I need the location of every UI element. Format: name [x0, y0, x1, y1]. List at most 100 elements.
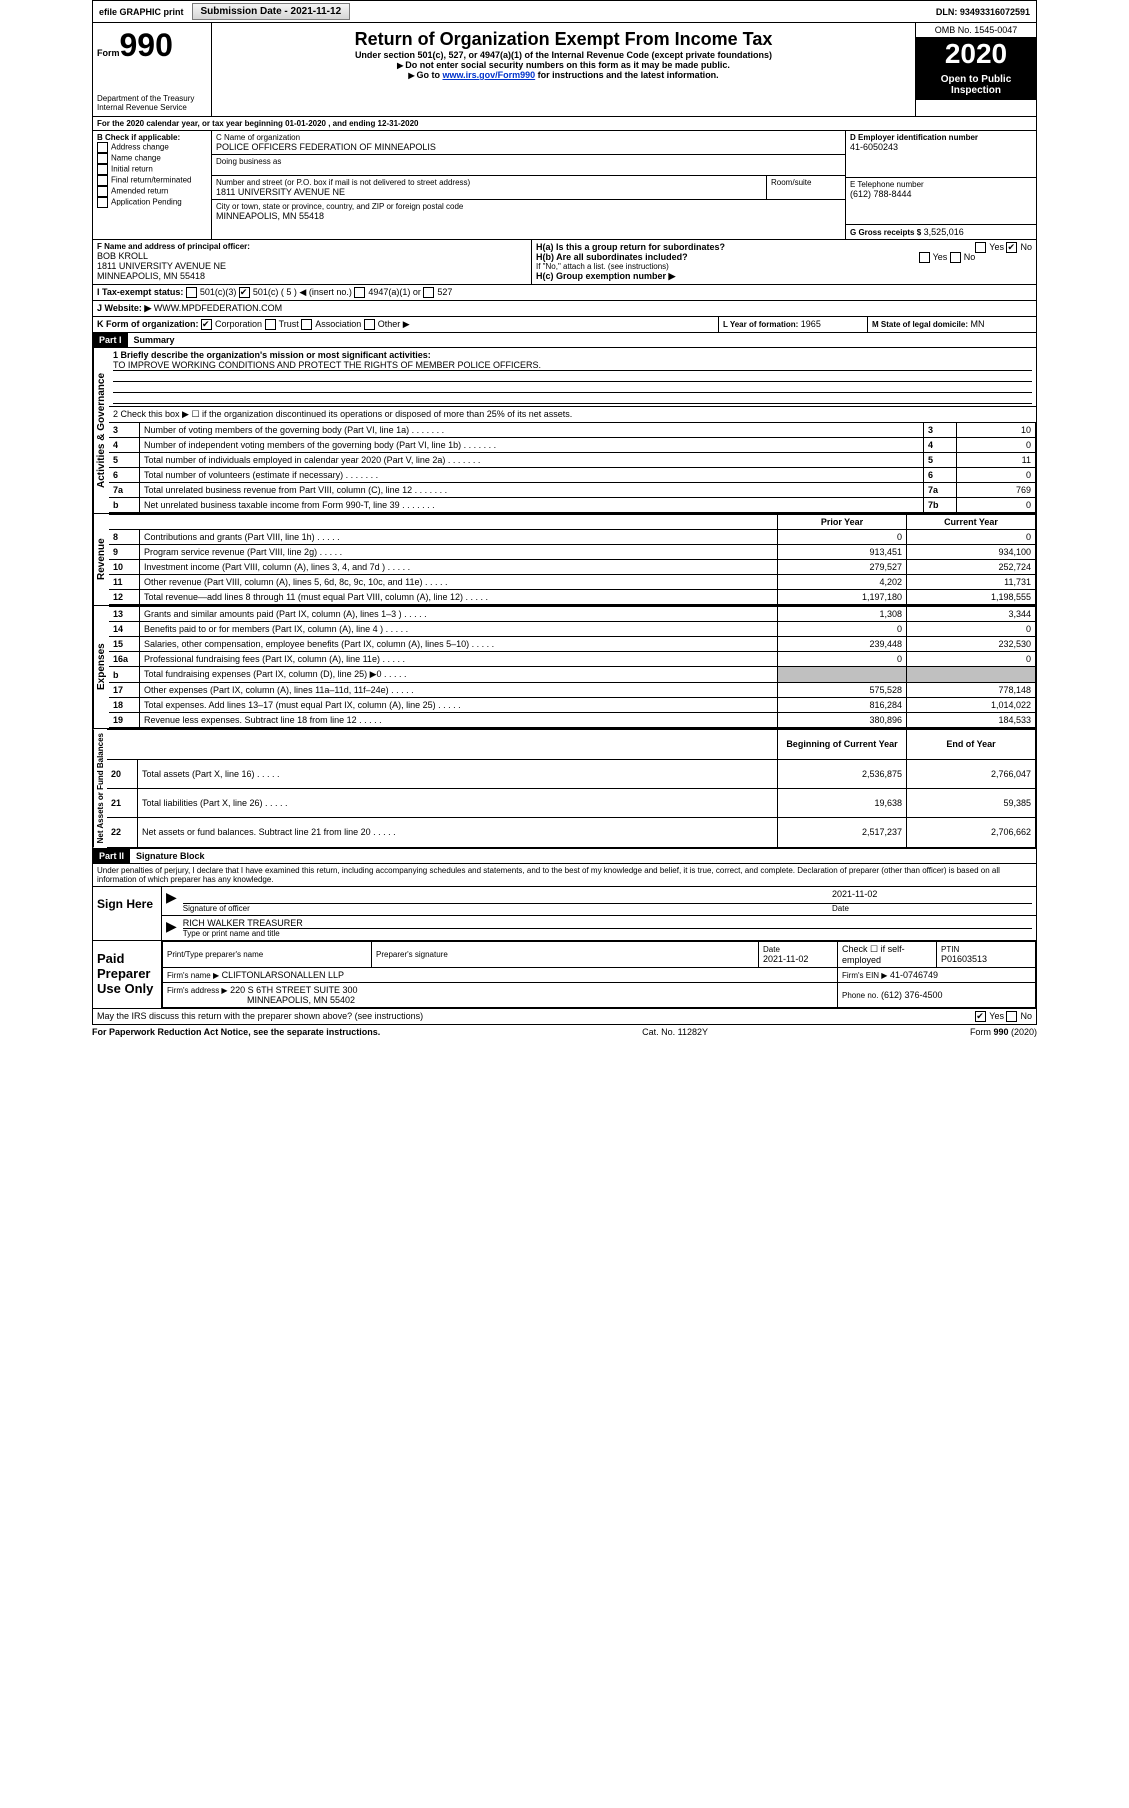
phone-value: (612) 788-8444	[850, 189, 1032, 199]
assoc-checkbox[interactable]	[301, 319, 312, 330]
gross-value: 3,525,016	[924, 227, 964, 237]
part1-header: Part I	[93, 333, 128, 347]
h-b-label: H(b) Are all subordinates included?	[536, 252, 688, 262]
ein-value: 41-6050243	[850, 142, 1032, 152]
submission-date-button[interactable]: Submission Date - 2021-11-12	[192, 3, 351, 20]
vlabel-expenses: Expenses	[93, 606, 109, 728]
part1-title: Summary	[128, 333, 181, 347]
perjury-text: Under penalties of perjury, I declare th…	[92, 864, 1037, 887]
firm-name-label: Firm's name ▶	[167, 971, 219, 980]
box-b-checkbox[interactable]	[97, 175, 108, 186]
label-org-name: C Name of organization	[216, 133, 841, 142]
label-domicile: M State of legal domicile:	[872, 320, 968, 329]
label-officer: F Name and address of principal officer:	[97, 242, 527, 251]
line1-label: 1 Briefly describe the organization's mi…	[113, 350, 1032, 360]
sign-here-label: Sign Here	[93, 887, 162, 940]
discuss-no-checkbox[interactable]	[1006, 1011, 1017, 1022]
sig-date: 2021-11-02	[832, 889, 1032, 904]
year-formation: 1965	[801, 319, 821, 329]
501c3-checkbox[interactable]	[186, 287, 197, 298]
org-city: MINNEAPOLIS, MN 55418	[216, 211, 841, 221]
box-b-checkbox[interactable]	[97, 164, 108, 175]
h-note: If "No," attach a list. (see instruction…	[536, 262, 1032, 271]
subtitle-2: Do not enter social security numbers on …	[218, 60, 909, 70]
hb-yes-checkbox[interactable]	[919, 252, 930, 263]
ptin-label: PTIN	[941, 945, 1031, 954]
sig-arrow-icon: ▶	[166, 889, 177, 913]
label-address: Number and street (or P.O. box if mail i…	[216, 178, 762, 187]
label-gross: G Gross receipts $	[850, 228, 921, 237]
sig-date-label: Date	[832, 904, 1032, 913]
ha-yes-checkbox[interactable]	[975, 242, 986, 253]
officer-name: BOB KROLL	[97, 251, 527, 261]
label-ein: D Employer identification number	[850, 133, 1032, 142]
line-a: For the 2020 calendar year, or tax year …	[93, 117, 1036, 130]
ptin-value: P01603513	[941, 954, 987, 964]
efile-label: efile GRAPHIC print	[93, 5, 190, 19]
vlabel-governance: Activities & Governance	[93, 348, 109, 513]
vlabel-revenue: Revenue	[93, 514, 109, 605]
box-b-checkbox[interactable]	[97, 186, 108, 197]
subtitle-3: Go to www.irs.gov/Form990 for instructio…	[218, 70, 909, 80]
h-c-label: H(c) Group exemption number ▶	[536, 271, 1032, 282]
firm-addr-label: Firm's address ▶	[167, 986, 228, 995]
label-year-formation: L Year of formation:	[723, 320, 798, 329]
hb-no-checkbox[interactable]	[950, 252, 961, 263]
ha-no-checkbox[interactable]	[1006, 242, 1017, 253]
part2-title: Signature Block	[130, 849, 211, 863]
other-checkbox[interactable]	[364, 319, 375, 330]
sig-arrow-icon-2: ▶	[166, 918, 177, 938]
label-website: J Website: ▶	[97, 303, 151, 313]
box-b-checkbox[interactable]	[97, 142, 108, 153]
corp-checkbox[interactable]	[201, 319, 212, 330]
self-emp-label: Check ☐ if self-employed	[838, 941, 937, 967]
open-inspection: Open to Public Inspection	[916, 70, 1036, 100]
omb-number: OMB No. 1545-0047	[916, 23, 1036, 38]
irs-label: Internal Revenue Service	[97, 103, 207, 112]
discuss-text: May the IRS discuss this return with the…	[97, 1011, 423, 1021]
box-b-checkbox[interactable]	[97, 197, 108, 208]
firm-ein-label: Firm's EIN ▶	[842, 971, 887, 980]
org-address: 1811 UNIVERSITY AVENUE NE	[216, 187, 762, 197]
domicile-value: MN	[971, 319, 985, 329]
label-tax-status: I Tax-exempt status:	[97, 287, 183, 297]
firm-ein: 41-0746749	[890, 970, 938, 980]
mission-text: TO IMPROVE WORKING CONDITIONS AND PROTEC…	[113, 360, 1032, 371]
firm-addr2: MINNEAPOLIS, MN 55402	[247, 995, 355, 1005]
website-value: WWW.MPDFEDERATION.COM	[154, 303, 282, 313]
footer-left: For Paperwork Reduction Act Notice, see …	[92, 1027, 380, 1037]
footer-mid: Cat. No. 11282Y	[642, 1027, 708, 1037]
form-header: Form990 Department of the Treasury Inter…	[92, 23, 1037, 117]
label-form-org: K Form of organization:	[97, 319, 199, 329]
typed-label: Type or print name and title	[183, 929, 1032, 938]
label-phone: E Telephone number	[850, 180, 1032, 189]
part2-header: Part II	[93, 849, 130, 863]
box-b-checkbox[interactable]	[97, 153, 108, 164]
org-name: POLICE OFFICERS FEDERATION OF MINNEAPOLI…	[216, 142, 841, 152]
officer-addr1: 1811 UNIVERSITY AVENUE NE	[97, 261, 527, 271]
label-city: City or town, state or province, country…	[216, 202, 841, 211]
form-number: 990	[120, 27, 173, 63]
prep-date: 2021-11-02	[763, 954, 808, 964]
form990-link[interactable]: www.irs.gov/Form990	[442, 70, 535, 80]
h-a-label: H(a) Is this a group return for subordin…	[536, 242, 725, 252]
trust-checkbox[interactable]	[265, 319, 276, 330]
label-room: Room/suite	[771, 178, 841, 187]
dln: DLN: 93493316072591	[930, 5, 1036, 19]
4947-checkbox[interactable]	[354, 287, 365, 298]
subtitle-1: Under section 501(c), 527, or 4947(a)(1)…	[218, 50, 909, 60]
prep-date-label: Date	[763, 945, 833, 954]
box-b-title: B Check if applicable:	[97, 133, 207, 142]
form-word: Form	[97, 48, 120, 58]
527-checkbox[interactable]	[423, 287, 434, 298]
topbar: efile GRAPHIC print Submission Date - 20…	[92, 0, 1037, 23]
vlabel-net: Net Assets or Fund Balances	[93, 729, 107, 847]
footer-right: Form 990 (2020)	[970, 1027, 1037, 1037]
501c-checkbox[interactable]	[239, 287, 250, 298]
discuss-yes-checkbox[interactable]	[975, 1011, 986, 1022]
return-title: Return of Organization Exempt From Incom…	[218, 29, 909, 50]
officer-addr2: MINNEAPOLIS, MN 55418	[97, 271, 527, 281]
line2-text: 2 Check this box ▶ ☐ if the organization…	[109, 407, 1036, 422]
tax-year: 2020	[916, 38, 1036, 70]
firm-name: CLIFTONLARSONALLEN LLP	[222, 970, 344, 980]
